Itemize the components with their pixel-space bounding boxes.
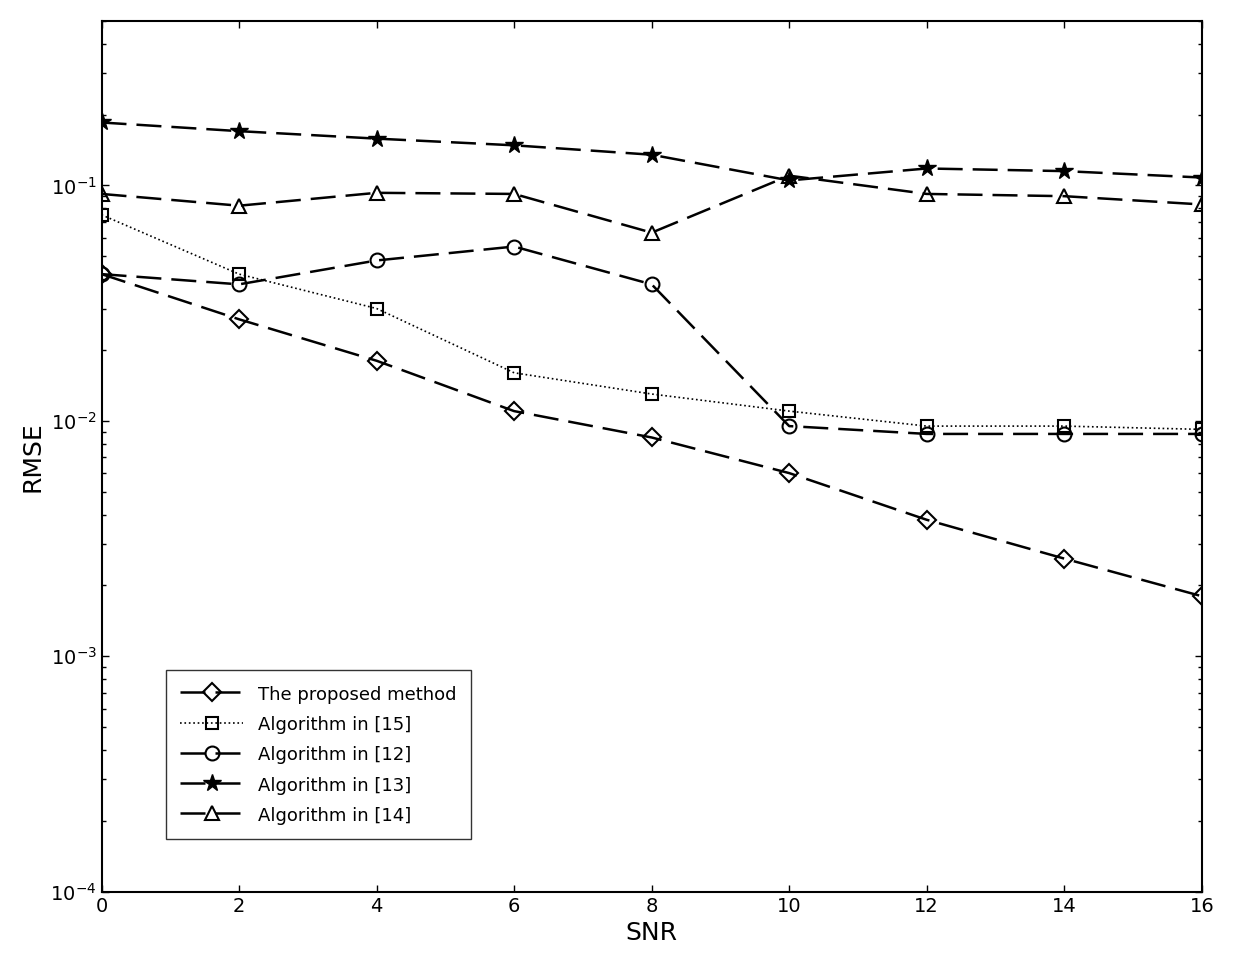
Algorithm in [13] [1194,172,1209,184]
Algorithm in [15] [94,209,109,220]
Algorithm in [15] [369,302,384,314]
Algorithm in [14] [1194,199,1209,211]
X-axis label: SNR: SNR [626,922,678,945]
The proposed method [645,432,659,443]
Algorithm in [15] [232,269,247,280]
Algorithm in [14] [919,188,934,200]
Algorithm in [12] [94,269,109,280]
Legend: The proposed method, Algorithm in [15], Algorithm in [12], Algorithm in [13], Al: The proposed method, Algorithm in [15], … [165,670,471,839]
Algorithm in [12] [645,278,659,290]
Algorithm in [13] [94,117,109,128]
The proposed method [919,514,934,526]
Line: Algorithm in [14]: Algorithm in [14] [95,169,1209,240]
Algorithm in [14] [369,187,384,199]
Line: Algorithm in [15]: Algorithm in [15] [95,209,1208,436]
Algorithm in [13] [919,162,934,174]
Algorithm in [12] [1194,428,1209,440]
Algorithm in [14] [645,227,659,239]
Algorithm in [15] [1194,423,1209,435]
The proposed method [782,468,797,479]
Algorithm in [15] [919,420,934,432]
Algorithm in [12] [919,428,934,440]
Algorithm in [15] [782,406,797,417]
Algorithm in [14] [506,188,521,200]
Algorithm in [13] [782,175,797,186]
Algorithm in [12] [369,255,384,267]
The proposed method [1057,553,1072,564]
Algorithm in [14] [1057,190,1072,202]
Algorithm in [15] [506,367,521,379]
Algorithm in [15] [1057,420,1072,432]
Algorithm in [15] [645,388,659,400]
Line: Algorithm in [12]: Algorithm in [12] [95,240,1209,440]
Algorithm in [13] [232,126,247,137]
Algorithm in [13] [645,149,659,160]
Algorithm in [14] [782,170,797,182]
The proposed method [369,355,384,366]
Line: Algorithm in [13]: Algorithm in [13] [93,113,1210,189]
Algorithm in [13] [506,139,521,151]
Algorithm in [13] [1057,165,1072,177]
Y-axis label: RMSE: RMSE [21,421,44,492]
Algorithm in [12] [782,420,797,432]
The proposed method [506,406,521,417]
Algorithm in [13] [369,133,384,145]
Algorithm in [12] [506,241,521,252]
Algorithm in [12] [1057,428,1072,440]
The proposed method [232,314,247,326]
The proposed method [94,269,109,280]
Line: The proposed method: The proposed method [95,268,1208,603]
The proposed method [1194,590,1209,602]
Algorithm in [12] [232,278,247,290]
Algorithm in [14] [94,188,109,200]
Algorithm in [14] [232,200,247,212]
